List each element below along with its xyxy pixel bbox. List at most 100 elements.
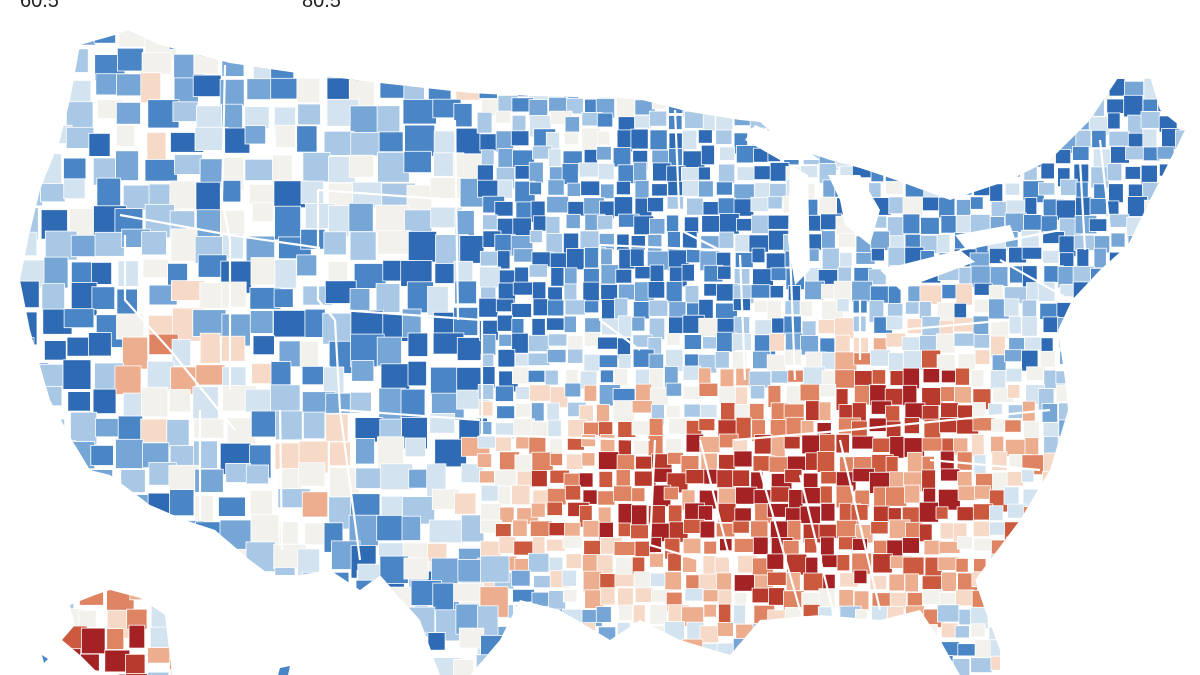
county-cell: [989, 183, 1004, 202]
county-cell: [1125, 146, 1145, 161]
county-cell: [1006, 162, 1021, 178]
county-cell: [20, 280, 40, 309]
county-cell: [93, 30, 116, 44]
county-cell: [681, 660, 696, 675]
county-cell: [1025, 592, 1038, 612]
county-cell: [528, 264, 548, 278]
county-cell: [38, 49, 72, 83]
county-cell: [907, 451, 923, 475]
county-cell: [1004, 570, 1019, 587]
county-cell: [273, 30, 303, 60]
county-cell: [666, 195, 684, 210]
county-cell: [1177, 264, 1185, 287]
county-cell: [1142, 98, 1158, 112]
county-cell: [1060, 588, 1079, 610]
county-cell: [114, 540, 144, 563]
county-cell: [221, 179, 242, 203]
county-cell: [302, 151, 331, 183]
county-cell: [1177, 213, 1185, 234]
county-cell: [115, 438, 144, 469]
county-cell: [88, 132, 111, 157]
county-cell: [1074, 621, 1090, 638]
county-cell: [118, 30, 148, 48]
county-cell: [1072, 365, 1095, 380]
county-cell: [147, 671, 170, 675]
county-cell: [304, 308, 326, 338]
county-cell: [698, 367, 712, 385]
county-cell: [734, 252, 754, 268]
county-cell: [799, 383, 820, 402]
county-cell: [770, 486, 790, 503]
county-cell: [530, 502, 546, 518]
county-cell: [664, 621, 686, 642]
county-cell: [598, 470, 614, 488]
county-cell: [141, 231, 167, 256]
county-cell: [598, 451, 620, 470]
county-cell: [20, 79, 38, 101]
county-cell: [1088, 659, 1108, 675]
county-cell: [1023, 420, 1040, 439]
county-cell: [854, 78, 876, 95]
county-cell: [128, 624, 146, 649]
county-cell: [1143, 400, 1159, 420]
county-cell: [873, 98, 891, 121]
county-cell: [973, 537, 994, 552]
county-cell: [681, 263, 695, 282]
county-cell: [886, 116, 907, 134]
county-cell: [854, 624, 872, 639]
county-cell: [1023, 165, 1038, 181]
county-cell: [1089, 501, 1113, 525]
county-cell: [20, 416, 48, 441]
county-cell: [252, 335, 275, 356]
county-cell: [630, 235, 646, 251]
county-cell: [67, 391, 91, 412]
county-cell: [919, 163, 938, 177]
county-cell: [1008, 337, 1027, 352]
county-cell: [377, 230, 412, 255]
county-cell: [1109, 522, 1128, 541]
county-cell: [1088, 218, 1108, 232]
state-boundary-line: [1078, 159, 1087, 251]
county-cell: [788, 95, 803, 115]
county-cell: [67, 48, 89, 73]
county-cell: [939, 522, 955, 540]
county-cell: [1040, 162, 1055, 180]
county-cell: [703, 283, 718, 297]
county-cell: [173, 542, 204, 577]
county-cell: [1174, 351, 1185, 375]
county-cell: [649, 110, 668, 127]
county-cell: [578, 472, 594, 488]
county-cell: [1091, 317, 1115, 335]
county-cell: [515, 603, 538, 619]
county-cell: [249, 310, 274, 334]
county-cell: [719, 368, 735, 390]
county-cell: [1122, 520, 1139, 540]
county-cell: [1127, 235, 1144, 253]
county-cell: [957, 127, 978, 142]
county-cell: [270, 384, 301, 413]
county-cell: [702, 78, 718, 97]
county-cell: [803, 625, 819, 647]
county-cell: [803, 572, 826, 592]
county-cell: [274, 442, 300, 470]
county-cell: [989, 639, 1012, 657]
county-cell: [20, 572, 48, 597]
county-cell: [870, 166, 885, 183]
county-cell: [355, 30, 384, 61]
county-cell: [767, 571, 789, 586]
county-cell: [125, 673, 148, 675]
county-cell: [1092, 285, 1109, 299]
county-cell: [839, 251, 853, 268]
county-cell: [972, 315, 990, 335]
county-cell: [532, 536, 546, 556]
county-cell: [169, 180, 201, 210]
county-cell: [1093, 539, 1115, 555]
county-cell: [821, 77, 841, 92]
county-cell: [767, 196, 783, 210]
county-cell: [1177, 557, 1185, 578]
county-cell: [582, 520, 600, 538]
county-cell: [906, 318, 922, 335]
county-cell: [850, 655, 869, 672]
county-cell: [325, 30, 347, 62]
county-cell: [403, 150, 432, 174]
